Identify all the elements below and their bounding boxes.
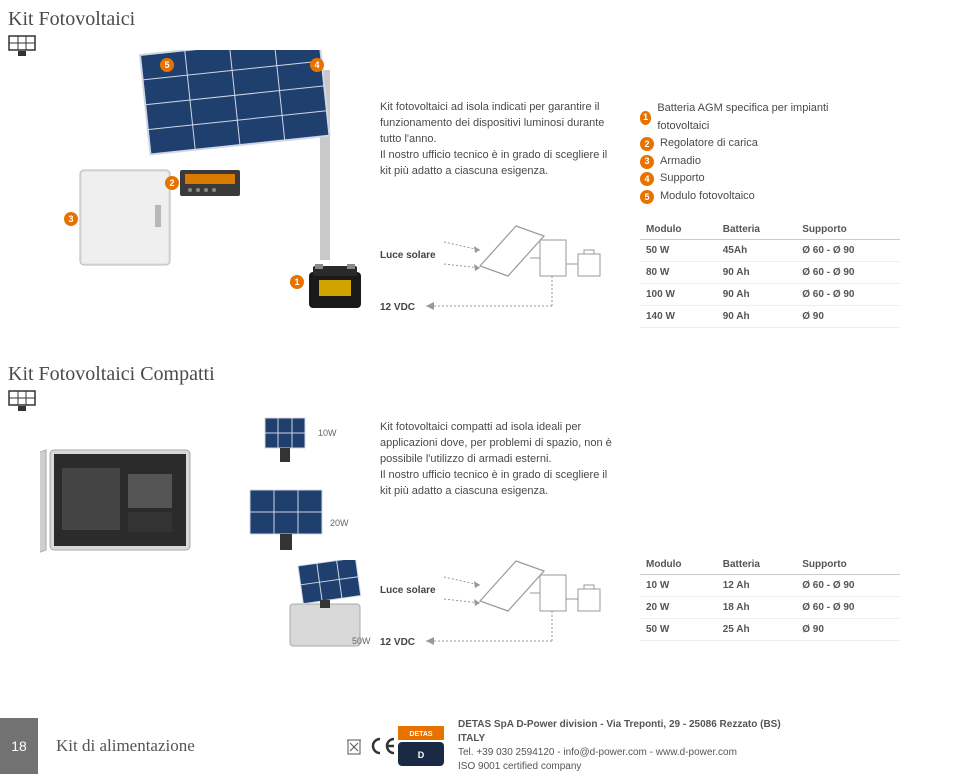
callout-5: 5	[160, 58, 174, 72]
image-50w: 50W	[280, 560, 370, 650]
luce-solare-label-2: Luce solare	[380, 585, 436, 596]
svg-text:DETAS: DETAS	[409, 731, 433, 738]
desc-p2: Il nostro ufficio tecnico è in grado di …	[380, 148, 620, 180]
label-10w: 10W	[318, 428, 337, 438]
th2-modulo: Modulo	[640, 555, 717, 575]
footer-company-info: DETAS SpA D-Power division - Via Trepont…	[458, 718, 808, 774]
svg-text:D: D	[418, 750, 425, 760]
label-20w: 20W	[330, 518, 349, 528]
legend-text-1: Batteria AGM specifica per impianti foto…	[657, 100, 840, 135]
legend-text-2: Regolatore di carica	[660, 135, 758, 153]
footer-cert: ISO 9001 certified company	[458, 760, 808, 774]
callout-2: 2	[165, 176, 179, 190]
voltage-label: 12 VDC	[380, 302, 415, 313]
legend-num-2: 2	[640, 137, 654, 151]
th-modulo: Modulo	[640, 220, 717, 240]
legend-text-3: Armadio	[660, 153, 701, 171]
footer-section-title: Kit di alimentazione	[56, 736, 316, 756]
description-block: Kit fotovoltaici ad isola indicati per g…	[380, 100, 620, 180]
table-row: 50 W45AhØ 60 - Ø 90	[640, 240, 900, 262]
legend-num-4: 4	[640, 172, 654, 186]
compact-title: Kit Fotovoltaici Compatti	[0, 355, 960, 386]
callout-1: 1	[290, 275, 304, 289]
battery-image	[305, 262, 365, 315]
table-row: 100 W90 AhØ 60 - Ø 90	[640, 284, 900, 306]
th-supporto: Supporto	[796, 220, 900, 240]
table-row: 140 W90 AhØ 90	[640, 306, 900, 328]
hero-product-image: 5 4 2 3	[20, 50, 360, 270]
callout-3: 3	[64, 212, 78, 226]
trash-x-icon	[346, 736, 362, 756]
label-50w: 50W	[352, 636, 371, 646]
footer-contact: Tel. +39 030 2594120 - info@d-power.com …	[458, 746, 808, 760]
page-footer: 18 Kit di alimentazione D DETAS DETAS Sp…	[0, 718, 960, 774]
ce-mark-icon	[370, 737, 398, 755]
footer-company: DETAS SpA D-Power division - Via Trepont…	[458, 719, 781, 744]
legend-text-5: Modulo fotovoltaico	[660, 188, 755, 206]
solar-panel-icon-2	[8, 390, 36, 415]
th2-supporto: Supporto	[796, 555, 900, 575]
legend-num-5: 5	[640, 190, 654, 204]
dpower-logo: D DETAS	[398, 726, 444, 766]
voltage-label-2: 12 VDC	[380, 637, 415, 648]
wiring-diagram-1: Luce solare 12 VDC	[380, 220, 610, 320]
th-batteria: Batteria	[717, 220, 797, 240]
desc-p1: Kit fotovoltaici ad isola indicati per g…	[380, 100, 620, 148]
cert-icons	[346, 736, 398, 756]
compact-table: Modulo Batteria Supporto 10 W12 AhØ 60 -…	[640, 555, 900, 641]
compact-description: Kit fotovoltaici compatti ad isola ideal…	[380, 420, 620, 500]
table-row: 80 W90 AhØ 60 - Ø 90	[640, 262, 900, 284]
luce-solare-label: Luce solare	[380, 250, 436, 261]
th2-batteria: Batteria	[717, 555, 797, 575]
page-number: 18	[0, 718, 38, 774]
legend-block: 1 Batteria AGM specifica per impianti fot…	[640, 100, 840, 206]
table-row: 10 W12 AhØ 60 - Ø 90	[640, 575, 900, 597]
pv-table: Modulo Batteria Supporto 50 W45AhØ 60 - …	[640, 220, 900, 328]
page-title: Kit Fotovoltaici	[0, 0, 960, 31]
table-row: 50 W25 AhØ 90	[640, 619, 900, 641]
callout-4: 4	[310, 58, 324, 72]
compact-p1: Kit fotovoltaici compatti ad isola ideal…	[380, 420, 620, 468]
legend-num-1: 1	[640, 111, 651, 125]
compact-p2: Il nostro ufficio tecnico è in grado di …	[380, 468, 620, 500]
wiring-diagram-2: Luce solare 12 VDC	[380, 555, 610, 655]
legend-text-4: Supporto	[660, 170, 705, 188]
table-row: 20 W18 AhØ 60 - Ø 90	[640, 597, 900, 619]
legend-num-3: 3	[640, 155, 654, 169]
